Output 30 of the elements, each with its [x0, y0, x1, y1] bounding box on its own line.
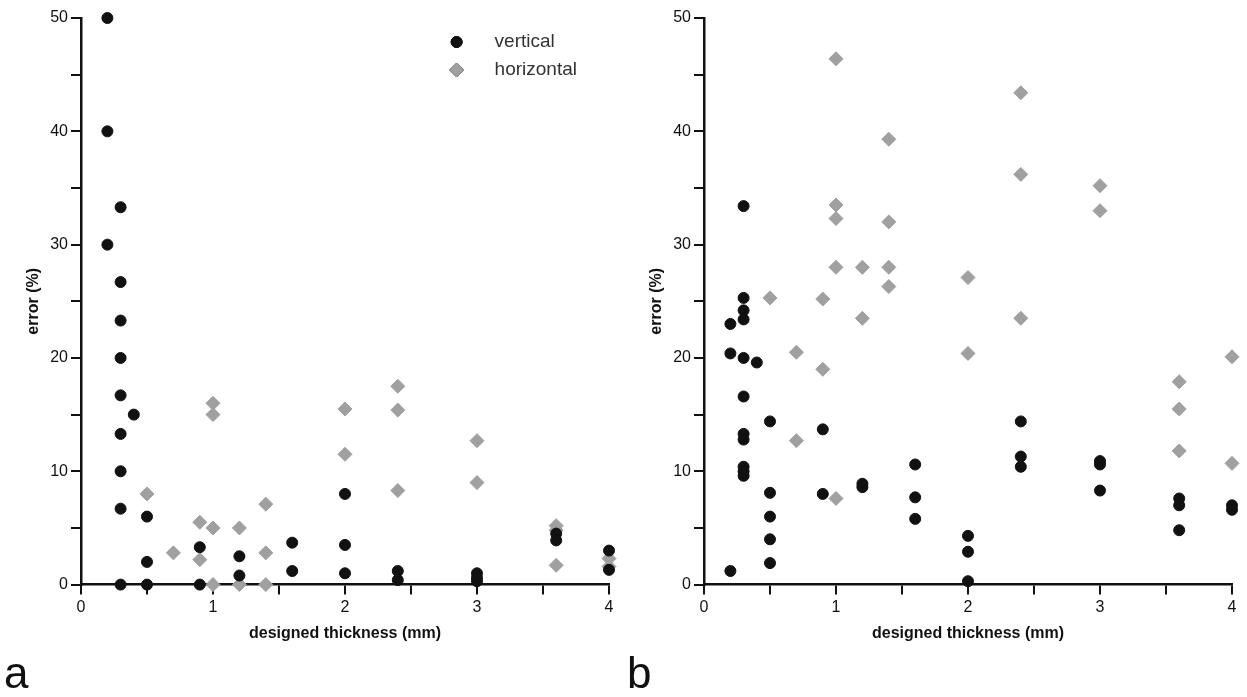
y-tick-label: 30 — [673, 235, 692, 253]
x-tick-label: 1 — [831, 597, 841, 615]
y-tick-label: 50 — [673, 8, 692, 26]
x-tick-label: 1 — [208, 597, 218, 615]
x-axis-title: designed thickness (mm) — [248, 623, 442, 641]
x-tick-label: 3 — [472, 597, 482, 615]
text: b — [627, 648, 652, 697]
y-tick-label: 0 — [59, 575, 69, 593]
x-tick-label: 0 — [76, 597, 86, 615]
y-tick-label: 40 — [50, 121, 69, 139]
y-tick-label: 50 — [50, 8, 69, 26]
y-tick-label: 20 — [50, 348, 69, 366]
y-axis-title: error (%) — [24, 267, 42, 335]
y-tick-label: 40 — [673, 121, 692, 139]
text: a — [4, 648, 29, 697]
legend-label: horizontal — [494, 58, 578, 80]
legend-label: vertical — [494, 30, 555, 52]
y-tick-label: 0 — [682, 575, 692, 593]
y-tick-label: 20 — [673, 348, 692, 366]
x-tick-label: 2 — [340, 597, 350, 615]
x-tick-label: 4 — [1227, 597, 1237, 615]
x-tick-label: 3 — [1095, 597, 1105, 615]
x-axis-title: designed thickness (mm) — [871, 623, 1065, 641]
x-tick-label: 0 — [699, 597, 709, 615]
x-tick-label: 2 — [963, 597, 973, 615]
y-axis-title: error (%) — [647, 267, 665, 335]
x-tick-label: 4 — [604, 597, 614, 615]
y-tick-label: 30 — [50, 235, 69, 253]
y-tick-label: 10 — [50, 461, 69, 479]
y-tick-label: 10 — [673, 461, 692, 479]
